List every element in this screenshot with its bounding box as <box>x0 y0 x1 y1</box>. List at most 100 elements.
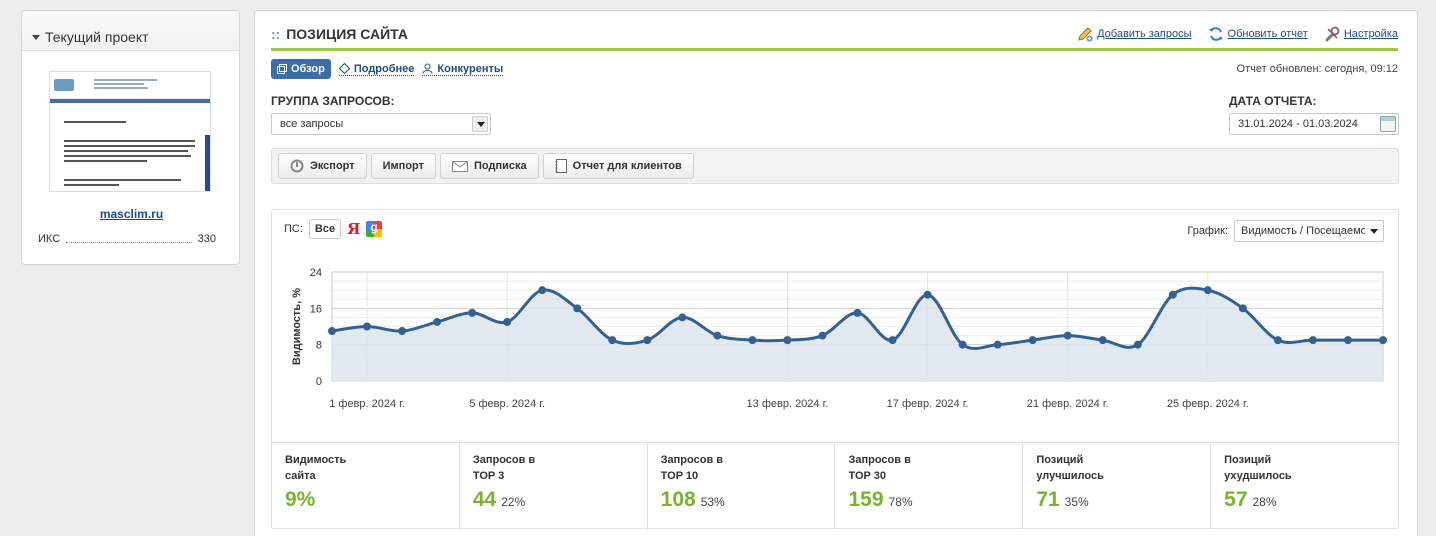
x-tick-label: 17 февр. 2024 г. <box>887 398 969 410</box>
stat-percent: 53% <box>700 495 725 509</box>
stat-label: Позиций ухудшилось <box>1224 454 1292 482</box>
ps-all-button[interactable]: Все <box>308 219 342 239</box>
data-point <box>398 327 407 336</box>
export-button[interactable]: Экспорт <box>278 153 367 179</box>
query-group-label: ГРУППА ЗАПРОСОВ: <box>271 94 395 108</box>
data-point <box>538 286 547 295</box>
refresh-report-link[interactable]: Обновить отчет <box>1208 26 1308 42</box>
add-queries-link[interactable]: Добавить запросы <box>1077 26 1192 42</box>
data-point <box>643 336 652 345</box>
data-point <box>1168 290 1177 299</box>
stat-label: Позиций улучшилось <box>1036 454 1104 482</box>
user-icon <box>422 63 433 74</box>
series-area <box>332 288 1383 381</box>
calendar-icon[interactable] <box>1380 116 1396 132</box>
data-point <box>328 327 336 336</box>
stat-value: 57 <box>1224 488 1248 511</box>
tab-competitors[interactable]: Конкуренты <box>422 63 504 76</box>
iks-row: ИКС 330 <box>38 233 216 245</box>
settings-link[interactable]: Настройка <box>1324 26 1398 42</box>
envelope-icon <box>452 161 469 172</box>
tab-overview[interactable]: Обзор <box>271 59 331 79</box>
stat-value: 9% <box>285 488 316 511</box>
y-tick-label: 24 <box>310 267 322 279</box>
stat-cell: Запросов в TOP 3 44 22% <box>460 443 648 530</box>
data-point <box>1203 286 1212 295</box>
data-point <box>1133 340 1142 349</box>
site-logo-icon <box>54 79 74 91</box>
stat-value: 108 <box>660 488 696 511</box>
data-point <box>783 336 792 345</box>
client-report-button[interactable]: Отчет для клиентов <box>542 153 694 179</box>
stats-row: Видимость сайта 9% Запросов в TOP 3 44 22% За… <box>272 442 1398 530</box>
data-point <box>1238 304 1247 313</box>
google-icon[interactable] <box>366 220 383 237</box>
report-date-label: ДАТА ОТЧЕТА: <box>1229 94 1317 108</box>
toolbar: Экспорт Импорт Подписка Отчет для клиент… <box>271 148 1399 184</box>
stat-label: Запросов в TOP 10 <box>660 454 724 482</box>
data-point <box>433 317 442 326</box>
title-divider <box>271 48 1398 51</box>
graph-type-select[interactable]: Видимость / Посещаемость <box>1234 220 1384 242</box>
current-project-toggle[interactable]: Текущий проект <box>22 11 239 51</box>
data-point <box>923 290 932 299</box>
x-tick-label: 13 февр. 2024 г. <box>747 398 829 410</box>
data-point <box>468 308 477 317</box>
stat-label: Запросов в TOP 3 <box>472 454 536 482</box>
current-project-panel: Текущий проект masclim.ru ИКС 330 <box>21 10 240 265</box>
search-engine-filter: ПС: Все Я <box>284 219 383 239</box>
data-point <box>1273 336 1282 345</box>
y-tick-label: 16 <box>310 303 322 315</box>
stat-cell: Видимость сайта 9% <box>272 443 460 530</box>
import-button[interactable]: Импорт <box>370 153 437 179</box>
stat-value: 71 <box>1036 488 1060 511</box>
report-updated-text: Отчет обновлен: сегодня, 09:12 <box>1236 63 1398 75</box>
caret-down-icon <box>32 34 40 40</box>
stat-percent: 35% <box>1064 495 1089 509</box>
data-point <box>573 304 582 313</box>
stat-value: 159 <box>848 488 884 511</box>
stat-cell: Позиций ухудшилось 57 28% <box>1211 443 1398 530</box>
y-axis-label: Видимость, % <box>291 288 303 365</box>
current-project-title: Текущий проект <box>45 28 149 45</box>
yandex-icon[interactable]: Я <box>347 220 361 238</box>
data-point <box>503 317 512 326</box>
x-tick-label: 5 февр. 2024 г. <box>469 398 545 410</box>
details-icon <box>338 63 350 74</box>
data-point <box>363 322 372 331</box>
data-point <box>853 308 862 317</box>
y-tick-label: 0 <box>316 376 322 388</box>
stat-cell: Позиций улучшилось 71 35% <box>1023 443 1212 530</box>
site-position-panel: :: ПОЗИЦИЯ САЙТА Добавить запросы Обнови… <box>254 10 1418 536</box>
y-tick-label: 8 <box>316 340 322 352</box>
site-screenshot-thumbnail[interactable] <box>49 71 211 192</box>
query-group-select[interactable]: все запросы <box>271 113 491 135</box>
iks-value: 330 <box>197 233 216 245</box>
data-point <box>1308 336 1317 345</box>
chevron-down-icon[interactable] <box>472 116 488 132</box>
data-point <box>1063 331 1072 340</box>
top-actions: Добавить запросы Обновить отчет Настройк… <box>1077 26 1398 42</box>
chevron-down-icon[interactable] <box>1365 221 1383 241</box>
x-tick-label: 21 февр. 2024 г. <box>1027 398 1109 410</box>
graph-type-row: График: Видимость / Посещаемость <box>1187 220 1384 242</box>
page-title: :: ПОЗИЦИЯ САЙТА <box>271 26 408 42</box>
ps-label: ПС: <box>284 223 303 235</box>
tab-details[interactable]: Подробнее <box>338 63 415 76</box>
chart-box: ПС: Все Я График: Видимость / Посещаемос… <box>271 209 1399 530</box>
subscribe-button[interactable]: Подписка <box>440 153 539 179</box>
site-link[interactable]: masclim.ru <box>99 207 164 221</box>
report-date-input[interactable]: 31.01.2024 - 01.03.2024 <box>1229 113 1399 135</box>
stat-percent: 78% <box>888 495 913 509</box>
visibility-chart: 0 8 16 24 Видимость, % 1 февр. 2024 г. 5 февр.… <box>291 267 1387 410</box>
iks-label: ИКС <box>38 233 61 245</box>
view-tabs: Обзор Подробнее Конкуренты <box>271 59 504 79</box>
stat-percent: 22% <box>501 495 526 509</box>
refresh-icon <box>1208 27 1223 41</box>
notebook-icon <box>555 159 567 173</box>
data-point <box>818 331 827 340</box>
data-point <box>678 313 687 322</box>
overview-icon <box>277 64 287 74</box>
x-tick-label: 1 февр. 2024 г. <box>329 398 405 410</box>
data-point <box>748 336 757 345</box>
